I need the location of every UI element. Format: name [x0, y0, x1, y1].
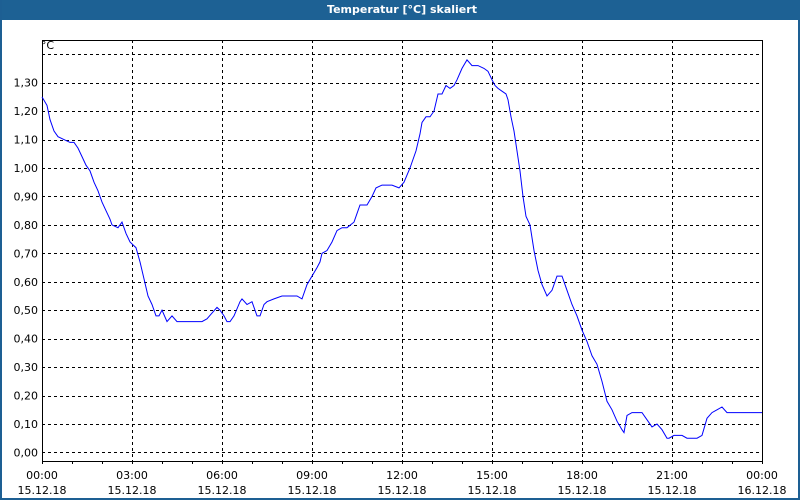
y-tick-label: 0,20 — [14, 390, 39, 403]
grid — [42, 40, 762, 461]
x-tick-time: 18:00 — [566, 469, 598, 482]
x-tick-date: 15.12.18 — [378, 484, 427, 497]
x-tick-date: 15.12.18 — [18, 484, 67, 497]
x-tick-labels: 00:00 15.12.18 03:00 15.12.18 06:00 15.12.18 0… — [18, 469, 787, 497]
window-title: Temperatur [°C] skaliert — [2, 0, 800, 20]
x-tick-date: 16.12.18 — [738, 484, 787, 497]
x-tick-date: 15.12.18 — [648, 484, 697, 497]
y-tick-label: 0,60 — [14, 276, 39, 289]
y-tick-label: 0,80 — [14, 219, 39, 232]
y-tick-label: 0,00 — [14, 446, 39, 459]
y-tick-label: 1,20 — [14, 105, 39, 118]
y-tick-label: 0,90 — [14, 190, 39, 203]
x-tick-time: 09:00 — [296, 469, 328, 482]
y-axis-unit: °C — [41, 39, 55, 52]
x-tick-date: 15.12.18 — [558, 484, 607, 497]
x-tick-time: 00:00 — [746, 469, 778, 482]
y-tick-label: 1,10 — [14, 134, 39, 147]
x-tick-date: 15.12.18 — [288, 484, 337, 497]
x-tick-time: 15:00 — [476, 469, 508, 482]
y-tick-label: 0,30 — [14, 361, 39, 374]
temperature-line — [41, 59, 762, 439]
y-tick-label: 1,30 — [14, 77, 39, 90]
x-tick-date: 15.12.18 — [108, 484, 157, 497]
y-tick-label: 0,70 — [14, 247, 39, 260]
x-tick-time: 12:00 — [386, 469, 418, 482]
x-tick-time: 21:00 — [656, 469, 688, 482]
x-tick-date: 15.12.18 — [198, 484, 247, 497]
y-tick-label: 0,40 — [14, 333, 39, 346]
x-tick-time: 06:00 — [206, 469, 238, 482]
x-tick-time: 03:00 — [116, 469, 148, 482]
y-tick-label: 1,00 — [14, 162, 39, 175]
x-tick-time: 00:00 — [26, 469, 58, 482]
y-tick-label: 0,10 — [14, 418, 39, 431]
y-tick-label: 0,50 — [14, 304, 39, 317]
y-tick-labels: 0,00 0,10 0,20 0,30 0,40 0,50 0,60 0,70 0,80 0,90… — [14, 77, 39, 460]
axes — [42, 40, 763, 464]
x-tick-date: 15.12.18 — [468, 484, 517, 497]
